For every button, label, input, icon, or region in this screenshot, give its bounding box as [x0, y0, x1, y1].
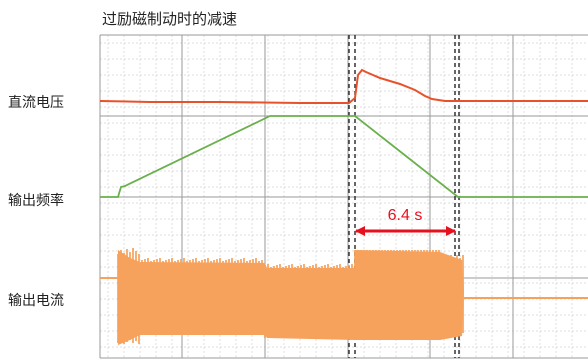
channel-label-output-frequency: 输出频率	[8, 193, 64, 209]
duration-label: 6.4 s	[388, 207, 423, 224]
trace-dc-voltage	[99, 68, 588, 104]
channel-label-output-current: 输出电流	[8, 293, 64, 309]
chart-title: 过励磁制动时的减速	[102, 10, 238, 28]
trace-output-frequency	[100, 115, 588, 198]
channel-label-dc-voltage: 直流电压	[8, 95, 64, 111]
